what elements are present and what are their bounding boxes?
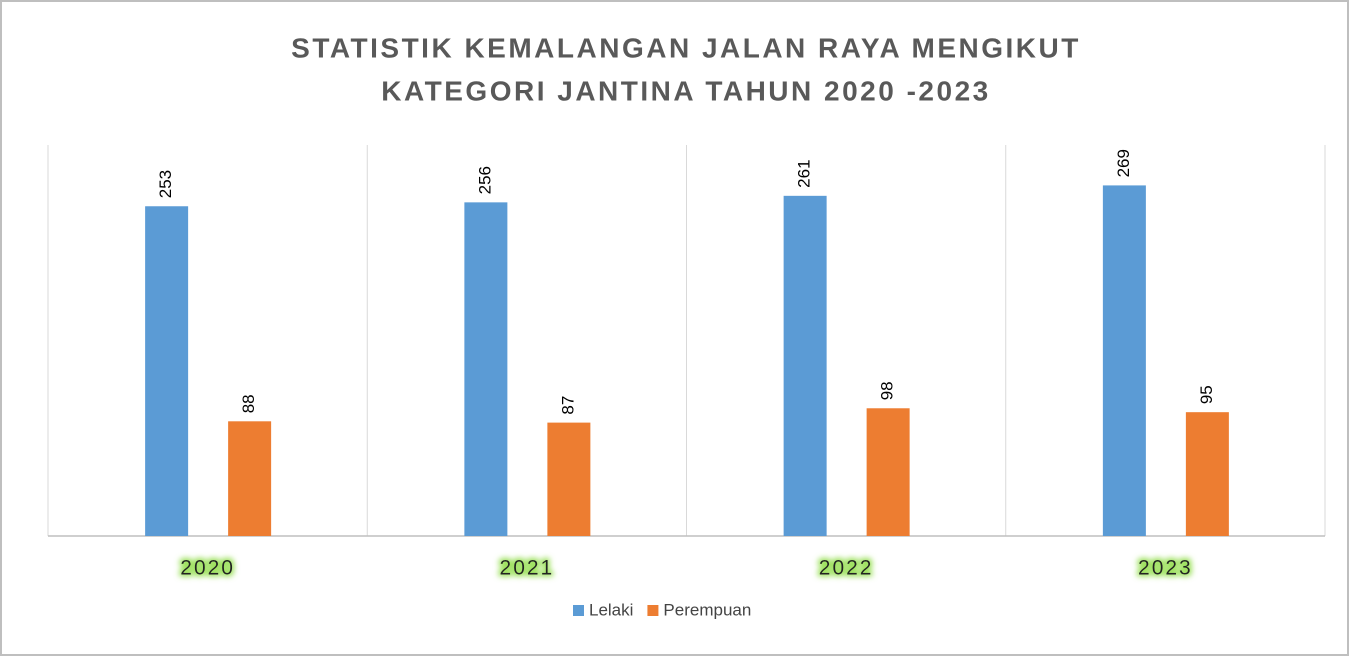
- bar: [783, 195, 827, 536]
- bar: [145, 206, 189, 537]
- legend-label: Perempuan: [663, 600, 751, 619]
- value-label: 98: [878, 381, 897, 400]
- bar: [1185, 412, 1229, 536]
- value-label: 261: [795, 159, 814, 187]
- bar: [1102, 185, 1146, 537]
- legend-label: Lelaki: [589, 600, 633, 619]
- value-label: 256: [475, 166, 494, 194]
- x-tick-label: 2021: [500, 557, 555, 580]
- chart-title: STATISTIK KEMALANGAN JALAN RAYA MENGIKUT: [291, 32, 1081, 63]
- x-tick-label: 2022: [819, 557, 874, 580]
- bar: [464, 202, 508, 536]
- legend-swatch: [573, 605, 584, 616]
- value-label: 269: [1114, 149, 1133, 177]
- bar: [866, 408, 910, 536]
- x-tick-label: 2023: [1138, 557, 1193, 580]
- value-label: 88: [239, 394, 258, 413]
- bar: [228, 421, 272, 536]
- value-label: 95: [1197, 385, 1216, 404]
- chart-title: KATEGORI JANTINA TAHUN 2020 -2023: [381, 75, 990, 106]
- x-tick-label: 2020: [180, 557, 235, 580]
- value-label: 253: [156, 170, 175, 198]
- value-label: 87: [558, 396, 577, 415]
- legend-swatch: [647, 605, 659, 616]
- bar: [547, 422, 591, 536]
